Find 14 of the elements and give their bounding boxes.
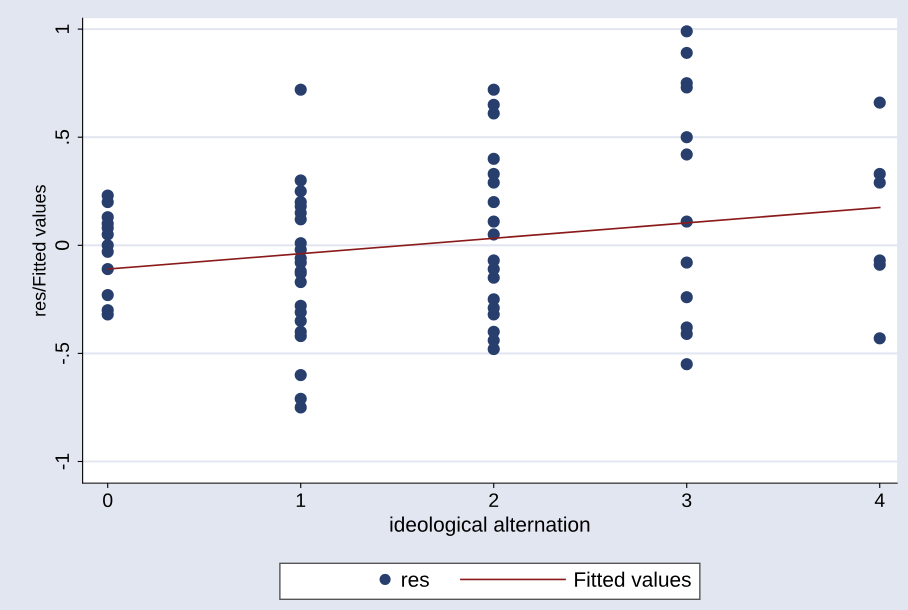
y-tick-label: 0: [55, 240, 70, 250]
legend-label: Fitted values: [575, 572, 691, 587]
x-axis-title: ideological alternation: [390, 516, 590, 536]
x-tick-label: 1: [296, 494, 306, 507]
x-tick-label: 2: [489, 493, 498, 507]
y-axis-title: res/Fitted values: [32, 185, 46, 316]
y-tick-label: -1: [55, 454, 69, 470]
y-tick-label: -.5: [55, 342, 70, 364]
y-tick-label: 1: [55, 24, 69, 34]
legend-label: res: [402, 575, 429, 587]
x-tick-label: 0: [103, 493, 112, 508]
x-tick-label: 4: [874, 494, 885, 507]
y-tick-label: .5: [55, 130, 70, 144]
x-tick-label: 3: [682, 493, 692, 508]
